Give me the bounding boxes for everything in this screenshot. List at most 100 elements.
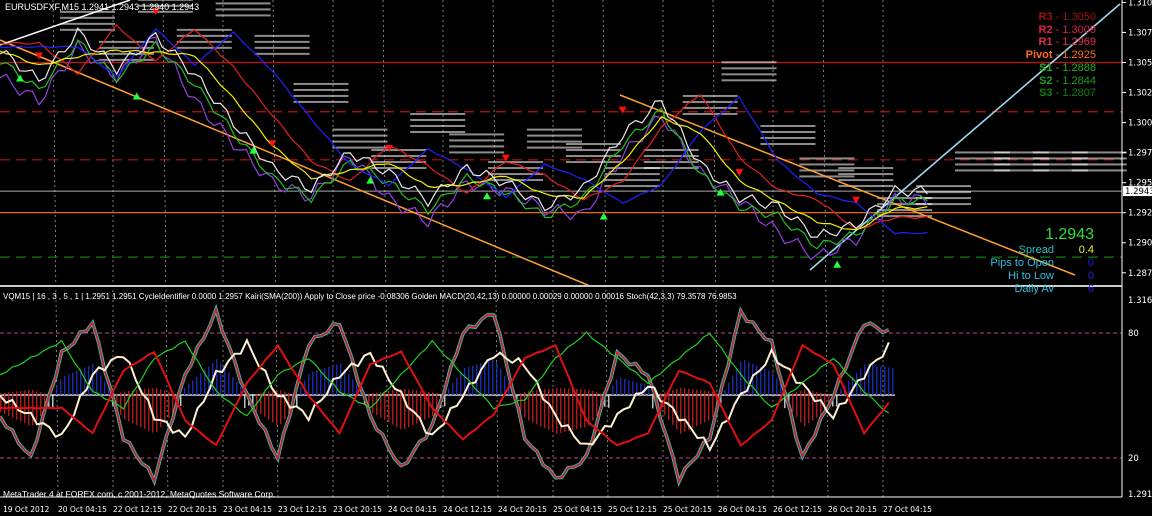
histogram-bar xyxy=(632,381,634,395)
histogram-bar xyxy=(792,393,794,413)
cloud-band xyxy=(721,79,777,82)
cloud-band xyxy=(98,46,154,49)
cloud-band xyxy=(565,161,621,164)
histogram-bar xyxy=(392,390,394,425)
time-grid-line xyxy=(602,0,609,498)
histogram-bar xyxy=(328,366,330,395)
price-tick-label: 1.2875 xyxy=(1128,269,1152,279)
histogram-bar xyxy=(840,389,842,395)
histogram-bar xyxy=(164,390,166,423)
series-ma-fast xyxy=(0,49,928,231)
histogram-bar xyxy=(88,365,90,395)
main-grid xyxy=(0,0,1122,498)
time-grid-line xyxy=(492,0,499,498)
histogram-bar xyxy=(192,380,194,395)
histogram-bar xyxy=(432,392,434,417)
cloud-band xyxy=(1032,163,1088,166)
time-tick-label: 24 Oct 12:15 xyxy=(443,505,492,514)
histogram-bar xyxy=(564,388,566,432)
histogram-bar xyxy=(764,368,766,395)
pivot-label: R3 xyxy=(1038,11,1053,23)
cloud-band xyxy=(565,143,621,146)
pivot-label: Pivot xyxy=(1025,49,1053,62)
info-row: Spread 0.4 xyxy=(990,244,1094,257)
histogram-bar xyxy=(704,390,706,423)
trendline-up xyxy=(809,3,1121,271)
histogram-bar xyxy=(804,389,806,427)
time-tick-label: 25 Oct 20:15 xyxy=(663,505,712,514)
cloud-band xyxy=(410,112,466,115)
cloud-band xyxy=(332,146,388,149)
pivot-levels xyxy=(0,61,1122,258)
histogram-bar xyxy=(532,390,534,423)
cloud-band xyxy=(449,139,505,142)
histogram-bar xyxy=(184,388,186,395)
histogram-bar xyxy=(280,390,282,425)
pivot-label: S1 xyxy=(1039,61,1053,74)
cloud-band xyxy=(760,143,816,145)
cloud-band xyxy=(410,118,466,121)
histogram-bar xyxy=(568,388,570,432)
histogram-bar xyxy=(864,364,866,395)
histogram-bar xyxy=(540,389,542,427)
histogram-bar xyxy=(756,365,758,395)
sell-arrow xyxy=(852,196,861,204)
trendline-upper xyxy=(0,0,131,46)
cloud-band xyxy=(916,197,972,200)
info-row: Hi to Low 0 xyxy=(990,270,1094,283)
histogram-bar xyxy=(760,367,762,395)
cloud-band xyxy=(176,46,232,49)
histogram-bar xyxy=(740,361,742,395)
cloud-band xyxy=(838,179,894,182)
series-kijun xyxy=(0,23,928,230)
histogram-bar xyxy=(8,392,10,416)
time-tick-label: 22 Oct 12:15 xyxy=(113,505,162,514)
histogram-bar xyxy=(200,373,202,395)
cloud-band xyxy=(955,151,1010,154)
series-purple xyxy=(0,36,928,261)
cloud-band xyxy=(916,191,972,194)
histogram-bar xyxy=(140,389,142,428)
histogram-bar xyxy=(320,369,322,395)
cloud-band xyxy=(449,151,505,154)
histogram-bar xyxy=(880,366,882,395)
pivot-s3: S3 - 1.2807 xyxy=(1039,87,1096,100)
histogram-bar xyxy=(748,361,750,395)
pivot-pivot: Pivot - 1.2925 xyxy=(1025,49,1096,62)
price-tick-label: 1.2900 xyxy=(1128,239,1152,249)
histogram-bar xyxy=(104,381,106,395)
histogram-bar xyxy=(0,393,2,413)
histogram-bar xyxy=(724,389,726,395)
cloud-band xyxy=(760,137,816,139)
histogram-bar xyxy=(428,391,430,418)
time-tick-label: 24 Oct 04:15 xyxy=(388,505,437,514)
histogram-bar xyxy=(872,364,874,395)
time-tick-label: 23 Oct 20:15 xyxy=(333,505,382,514)
histogram-bar xyxy=(608,394,610,408)
histogram-bar xyxy=(228,372,230,395)
cloud-band xyxy=(877,209,933,212)
histogram-bar xyxy=(500,368,502,395)
histogram-bar xyxy=(40,392,42,416)
histogram-bar xyxy=(160,389,162,428)
histogram-bar xyxy=(172,392,174,414)
time-tick-label: 27 Oct 04:15 xyxy=(883,505,932,514)
histogram-bar xyxy=(340,363,342,395)
histogram-bar xyxy=(116,393,118,410)
histogram-bar xyxy=(296,394,298,407)
cloud-band xyxy=(682,94,738,97)
cloud-band xyxy=(176,34,232,37)
current-price-label: 1.2943 xyxy=(1125,187,1152,197)
cloud-band xyxy=(98,40,154,43)
price-tick-label: 1.2975 xyxy=(1128,149,1152,159)
histogram-bar xyxy=(576,388,578,430)
histogram-bar xyxy=(380,391,382,418)
cloud-band xyxy=(449,133,505,136)
histogram-bar xyxy=(812,391,814,421)
time-tick-label: 23 Oct 12:15 xyxy=(278,505,327,514)
histogram-bar xyxy=(400,388,402,430)
histogram-bar xyxy=(276,389,278,426)
histogram-bar xyxy=(728,382,730,395)
buy-arrow xyxy=(482,192,491,200)
